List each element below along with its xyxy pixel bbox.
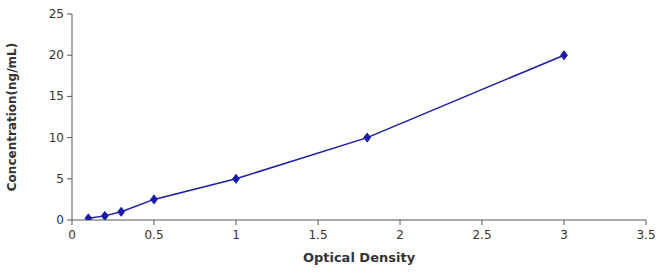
marker: [101, 211, 108, 220]
chart: 0 0.5 1 1.5 2 2.5 3 3.5 0 5 10 15 20 25 Optical Densit…: [0, 0, 664, 272]
marker: [85, 214, 92, 220]
x-tick-label: 1: [232, 228, 240, 242]
chart-container: 0 0.5 1 1.5 2 2.5 3 3.5 0 5 10 15 20 25 Optical Densit…: [0, 0, 664, 272]
x-tick: [482, 220, 483, 225]
x-tick-label: 0: [68, 228, 76, 242]
axes: 0 0.5 1 1.5 2 2.5 3 3.5 0 5 10 15 20 25: [49, 7, 656, 242]
x-tick: [154, 220, 155, 225]
y-tick-label: 15: [49, 89, 64, 103]
y-tick: [67, 137, 72, 138]
line: [88, 55, 564, 218]
marker: [118, 207, 125, 216]
y-tick: [67, 14, 72, 15]
x-tick: [236, 220, 237, 225]
y-tick-label: 10: [49, 131, 64, 145]
x-tick: [72, 220, 73, 225]
x-axis-label: Optical Density: [303, 250, 416, 265]
marker: [233, 174, 240, 183]
y-axis-line: [72, 14, 73, 220]
y-axis-label: Concentration(ng/mL): [5, 43, 19, 191]
marker: [561, 51, 568, 60]
x-tick-label: 0.5: [144, 228, 163, 242]
y-tick: [67, 55, 72, 56]
y-tick-label: 0: [56, 213, 64, 227]
marker: [364, 133, 371, 142]
y-tick: [67, 96, 72, 97]
marker: [151, 195, 158, 204]
x-tick-label: 3: [560, 228, 568, 242]
x-axis-line: [72, 220, 646, 221]
y-tick-label: 5: [56, 172, 64, 186]
x-tick-label: 1.5: [308, 228, 327, 242]
x-tick: [564, 220, 565, 225]
x-tick-label: 3.5: [636, 228, 655, 242]
x-tick: [318, 220, 319, 225]
x-tick-label: 2.5: [472, 228, 491, 242]
y-tick-label: 25: [49, 7, 64, 21]
plot-area: [85, 51, 567, 220]
y-tick: [67, 220, 72, 221]
x-tick-label: 2: [396, 228, 404, 242]
y-tick-label: 20: [49, 48, 64, 62]
y-tick: [67, 178, 72, 179]
x-tick: [400, 220, 401, 225]
x-tick: [646, 220, 647, 225]
